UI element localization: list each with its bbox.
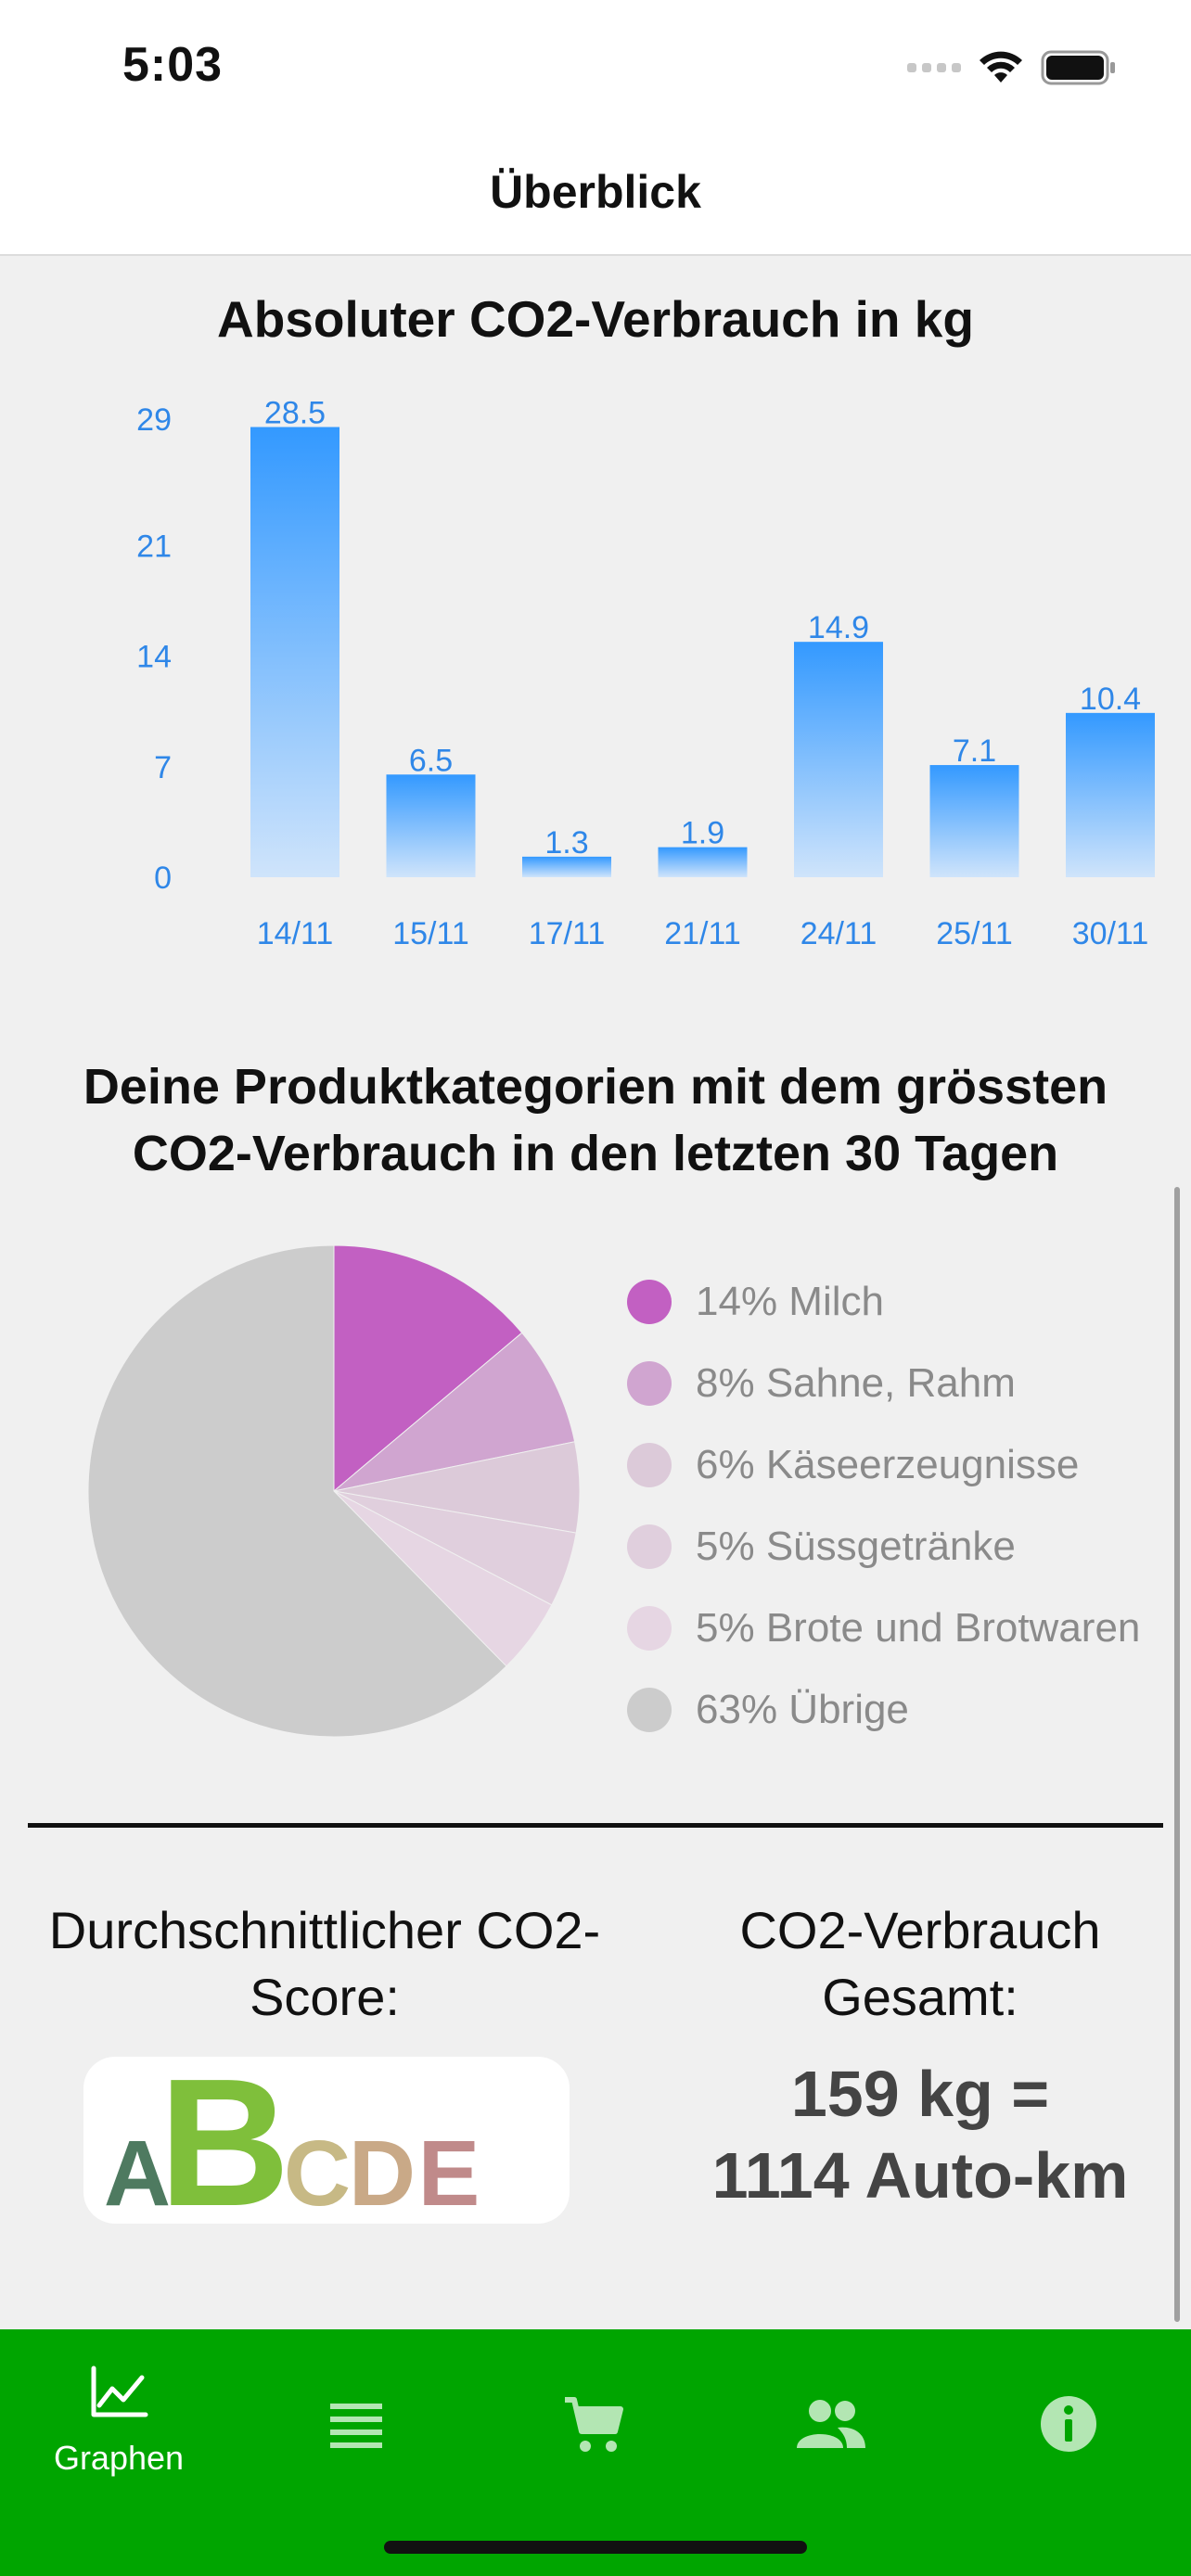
pie-chart-title-line-1: Deine Produktkategorien mit dem grössten: [83, 1059, 1108, 1115]
legend-item: 8% Sahne, Rahm: [627, 1343, 1140, 1424]
bar: [929, 765, 1019, 877]
bar: [794, 642, 883, 877]
x-tick-label: 14/11: [257, 916, 334, 951]
tab-graphen-label: Graphen: [53, 2439, 185, 2477]
bar-value-label: 7.1: [953, 733, 996, 769]
legend-label: 14% Milch: [696, 1279, 884, 1324]
section-divider: [28, 1823, 1163, 1828]
bar-value-label: 6.5: [409, 743, 453, 778]
legend-swatch: [627, 1280, 672, 1324]
tab-bar: Graphen: [0, 2329, 1191, 2576]
tab-cart[interactable]: [501, 2357, 686, 2478]
y-tick-label: 7: [154, 750, 172, 785]
score-letter-c: C: [284, 2122, 351, 2224]
total-co2-value: 159 kg = 1114 Auto-km: [649, 2053, 1191, 2216]
category-pie-chart: [87, 1244, 581, 1738]
legend-label: 63% Übrige: [696, 1687, 909, 1732]
bar: [1066, 712, 1155, 877]
legend-label: 8% Sahne, Rahm: [696, 1360, 1016, 1406]
bar-value-label: 1.9: [681, 816, 724, 851]
status-time: 5:03: [122, 38, 224, 92]
x-tick-label: 21/11: [664, 916, 741, 951]
x-tick-label: 17/11: [529, 916, 606, 951]
status-icons: [907, 45, 1117, 91]
cart-icon: [565, 2397, 623, 2452]
legend-swatch: [627, 1443, 672, 1487]
x-tick-label: 24/11: [800, 916, 877, 951]
legend-label: 6% Käseerzeugnisse: [696, 1442, 1080, 1487]
legend-item: 14% Milch: [627, 1261, 1140, 1343]
legend-item: 63% Übrige: [627, 1669, 1140, 1751]
legend-swatch: [627, 1361, 672, 1406]
status-bar: 5:03: [0, 0, 1191, 130]
tab-info[interactable]: [976, 2357, 1161, 2478]
legend-label: 5% Süssgetränke: [696, 1524, 1016, 1569]
info-icon: [1041, 2396, 1096, 2452]
bar-chart-title: Absoluter CO2-Verbrauch in kg: [216, 290, 974, 348]
legend-swatch: [627, 1524, 672, 1569]
legend-item: 5% Brote und Brotwaren: [627, 1588, 1140, 1669]
bar: [386, 774, 476, 877]
y-tick-label: 21: [136, 529, 172, 564]
chart-line-icon: [91, 2366, 148, 2417]
pie-chart-title: Deine Produktkategorien mit dem grössten…: [19, 1053, 1172, 1187]
page-title: Überblick: [490, 166, 701, 218]
bar-value-label: 1.3: [544, 825, 588, 861]
bar: [522, 856, 611, 877]
cellular-signal-icon: [907, 63, 961, 72]
total-co2-heading: CO2-Verbrauch Gesamt:: [739, 1901, 1101, 2026]
legend-label: 5% Brote und Brotwaren: [696, 1605, 1141, 1651]
average-score-heading: Durchschnittlicher CO2-Score:: [48, 1901, 601, 2026]
tab-graphen[interactable]: Graphen: [26, 2357, 211, 2478]
tab-people[interactable]: [738, 2357, 924, 2478]
x-tick-label: 25/11: [936, 916, 1013, 951]
pie-slice: [333, 1332, 576, 1492]
score-letter-a: A: [104, 2122, 171, 2224]
battery-icon: [1041, 50, 1115, 85]
pie-slice: [333, 1244, 523, 1493]
total-co2-auto-km: 1114 Auto-km: [711, 2139, 1129, 2212]
scroll-indicator[interactable]: [1174, 1187, 1180, 2322]
x-tick-label: 15/11: [392, 916, 469, 951]
navigation-bar: Überblick: [0, 130, 1191, 256]
total-co2-kg: 159 kg =: [790, 2058, 1050, 2130]
y-tick-label: 29: [136, 402, 172, 438]
wifi-icon: [980, 51, 1022, 83]
bar: [658, 847, 748, 877]
legend-item: 6% Käseerzeugnisse: [627, 1424, 1140, 1506]
tab-list[interactable]: [263, 2357, 449, 2478]
score-letter-b: B: [159, 2057, 290, 2224]
pie-slice: [87, 1244, 507, 1738]
x-tick-label: 30/11: [1072, 916, 1149, 951]
score-letter-d: D: [349, 2122, 416, 2224]
home-indicator: [384, 2541, 807, 2554]
pie-chart-title-line-2: CO2-Verbrauch in den letzten 30 Tagen: [132, 1126, 1059, 1181]
y-tick-label: 14: [136, 640, 172, 675]
legend-swatch: [627, 1688, 672, 1732]
pie-legend: 14% Milch 8% Sahne, Rahm 6% Käseerzeugniss…: [627, 1261, 1140, 1751]
bar: [250, 427, 339, 877]
y-tick-label: 0: [154, 861, 172, 896]
list-icon: [330, 2404, 382, 2448]
bar-value-label: 10.4: [1080, 682, 1141, 717]
legend-item: 5% Süssgetränke: [627, 1506, 1140, 1588]
bar-value-label: 14.9: [808, 610, 869, 645]
people-icon: [797, 2400, 865, 2448]
score-letter-e: E: [418, 2122, 480, 2224]
co2-bar-chart: 29 21 14 7 0 28.5 14/11 6.5 15/11 1.3 17/11 1.9 21/1…: [136, 396, 1155, 951]
bar-value-label: 28.5: [264, 396, 326, 431]
overview-content[interactable]: Absoluter CO2-Verbrauch in kg 29 21 14 7 0 28…: [0, 256, 1191, 2329]
legend-swatch: [627, 1606, 672, 1651]
